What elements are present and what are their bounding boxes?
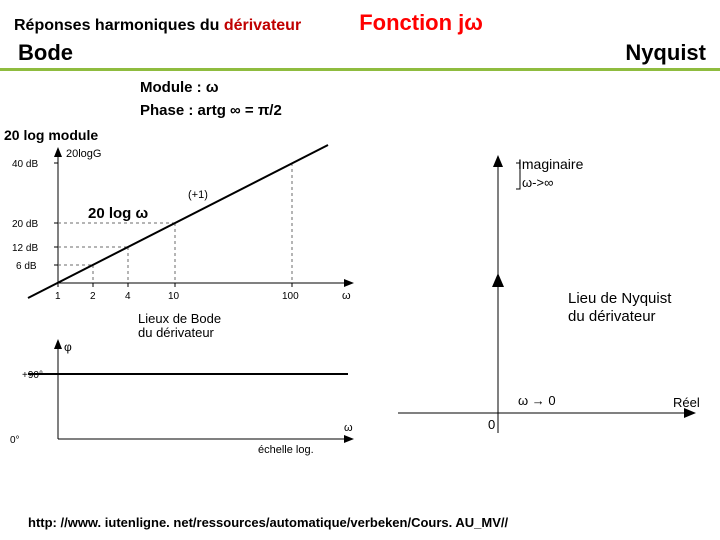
formula-phase: Phase : artg ∞ = π/2: [140, 102, 720, 119]
xtick-10: 10: [168, 291, 180, 302]
ytick-12: 12 dB: [12, 243, 38, 254]
slope-label: (+1): [188, 189, 208, 201]
xtick-2: 2: [90, 291, 96, 302]
nyquist-chart: Imaginaire ω->∞ Lieu de Nyquist du dériv…: [388, 143, 708, 463]
phase-zero: 0°: [10, 435, 20, 446]
bode-phase-chart: φ +90° 0° échelle log. ω: [8, 339, 378, 459]
bode-heading: Bode: [18, 40, 73, 66]
bode-overlay-label: 20 log ω: [88, 205, 148, 222]
phase-ylabel: φ: [64, 340, 72, 354]
title-suffix: dérivateur: [224, 17, 301, 34]
phase-tick-90: +90°: [22, 370, 43, 381]
bode-mag-xlabel: ω: [342, 290, 351, 302]
function-title: Fonction jω: [359, 10, 483, 36]
nyq-real-label: Réel: [673, 395, 700, 410]
nyq-omega-zero: ω → 0: [518, 393, 556, 408]
nyq-caption-2: du dérivateur: [568, 308, 656, 325]
bode-mag-ylabel: 20logG: [66, 148, 101, 160]
nyq-omega-inf: ω->∞: [522, 175, 553, 190]
xtick-1: 1: [55, 291, 61, 302]
nyq-caption-1: Lieu de Nyquist: [568, 290, 672, 307]
nyquist-heading: Nyquist: [625, 40, 706, 66]
title-prefix: Réponses harmoniques du: [14, 17, 224, 34]
bode-caption-svg: Lieux de Bode du dérivateur: [8, 313, 378, 339]
xtick-4: 4: [125, 291, 131, 302]
bode-plot-area: 20logG 40 dB 20 dB 12 dB 6 dB ω 1 2 4 10…: [8, 143, 378, 463]
ytick-6: 6 dB: [16, 261, 37, 272]
formula-module: Module : ω: [140, 79, 720, 96]
bode-y-label: 20 log module: [0, 127, 720, 143]
ytick-40: 40 dB: [12, 159, 38, 170]
page-title: Réponses harmoniques du dérivateur: [14, 17, 301, 35]
bode-caption-2: du dérivateur: [138, 325, 215, 339]
nyquist-plot-area: Imaginaire ω->∞ Lieu de Nyquist du dériv…: [388, 143, 708, 463]
phase-xlabel: échelle log.: [258, 444, 314, 456]
phase-omega: ω: [344, 422, 353, 434]
nyq-origin: 0: [488, 417, 495, 432]
ytick-20: 20 dB: [12, 219, 38, 230]
bode-magnitude-chart: 20logG 40 dB 20 dB 12 dB 6 dB ω 1 2 4 10…: [8, 143, 378, 313]
xtick-100: 100: [282, 291, 299, 302]
nyq-imag-label: Imaginaire: [518, 156, 584, 172]
footer-url: http: //www. iutenligne. net/ressources/…: [28, 515, 508, 530]
